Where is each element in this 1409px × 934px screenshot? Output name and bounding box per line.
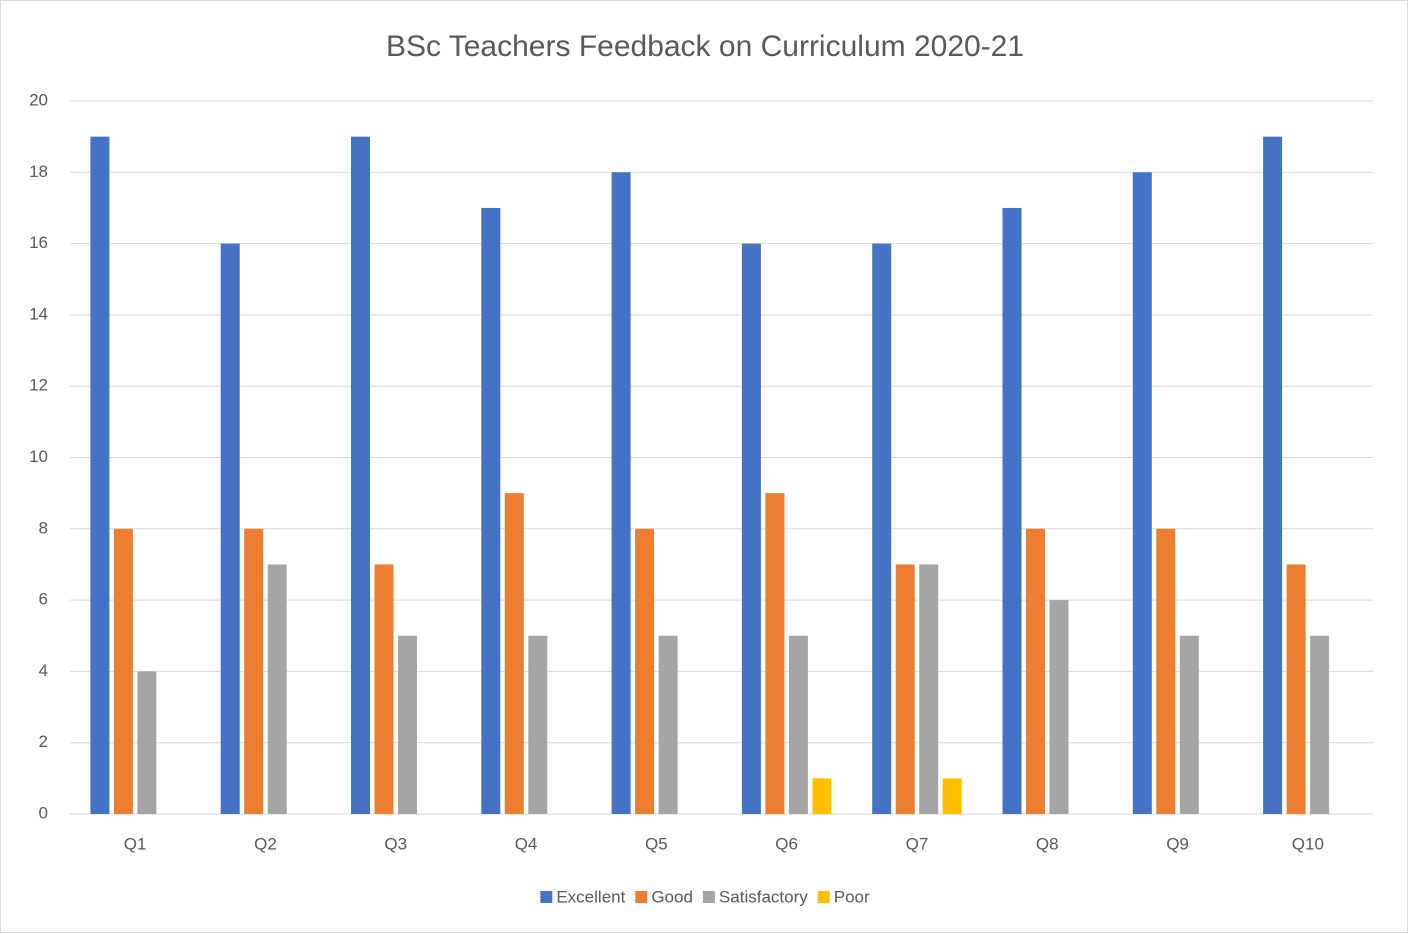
y-tick-label: 0 [39,803,48,822]
x-tick-label: Q1 [124,834,147,853]
bar [244,528,264,814]
bar [137,671,157,814]
legend-label: Good [651,887,693,906]
x-tick-label: Q3 [384,834,407,853]
x-tick-label: Q4 [515,834,538,853]
bar [611,172,631,815]
bar [1310,635,1330,814]
y-tick-label: 4 [39,661,48,680]
legend-swatch [702,891,715,903]
bar [765,493,785,814]
y-tick-label: 8 [39,518,48,537]
bar [1132,172,1152,815]
y-tick-label: 16 [29,233,48,252]
bar [1179,635,1199,814]
x-tick-label: Q6 [775,834,798,853]
bar [919,564,939,814]
bar [788,635,808,814]
chart-title: BSc Teachers Feedback on Curriculum 2020… [386,30,1024,63]
bar [267,564,287,814]
x-tick-label: Q8 [1036,834,1059,853]
y-tick-label: 18 [29,162,48,181]
x-tick-label: Q2 [254,834,277,853]
bar [658,635,678,814]
bar [481,207,501,814]
bar [90,136,110,814]
bar [872,243,892,815]
y-tick-label: 12 [29,376,48,395]
bar [942,778,962,814]
y-tick-label: 14 [29,304,48,323]
legend-label: Excellent [556,887,625,906]
x-tick-label: Q9 [1166,834,1189,853]
legend-label: Satisfactory [719,887,808,906]
legend-swatch [817,891,830,903]
legend-swatch [635,891,648,903]
bar [895,564,915,814]
y-tick-label: 2 [39,732,48,751]
bar [1002,207,1022,814]
bar [374,564,394,814]
bar [1026,528,1045,814]
x-tick-label: Q10 [1292,834,1324,853]
bar [504,493,524,814]
legend-label: Poor [834,887,870,906]
bar [635,528,655,814]
x-tick-label: Q5 [645,834,668,853]
y-tick-label: 6 [39,590,48,609]
bar [1156,528,1176,814]
bar [741,243,761,815]
y-tick-label: 20 [29,90,48,109]
bar [351,136,370,814]
bar [528,635,548,814]
bar [220,243,240,815]
bar [812,778,832,814]
legend-swatch [540,891,553,903]
bar [1286,564,1306,814]
bar [113,528,133,814]
bar [1263,136,1283,814]
bar [1049,600,1069,814]
bar [398,635,417,814]
y-tick-label: 10 [29,447,48,466]
x-tick-label: Q7 [906,834,929,853]
